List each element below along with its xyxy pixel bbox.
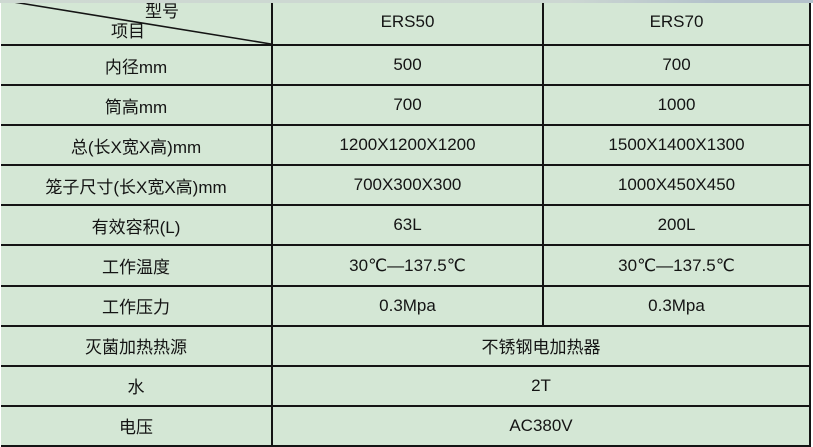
cell-ers50: 700 xyxy=(271,84,544,127)
table-row-cylinder-height: 筒高mm 700 1000 xyxy=(1,84,811,127)
row-label: 工作温度 xyxy=(1,244,273,287)
row-label: 灭菌加热热源 xyxy=(1,324,273,367)
cell-ers50: 0.3Mpa xyxy=(271,284,544,327)
table-row-heat-source: 灭菌加热热源 不锈钢电加热器 xyxy=(1,324,811,367)
row-label: 总(长X宽X高)mm xyxy=(1,124,273,167)
table-row-voltage: 电压 AC380V xyxy=(1,404,811,447)
column-header-ers70: ERS70 xyxy=(542,0,811,46)
table-row-overall-dimensions: 总(长X宽X高)mm 1200X1200X1200 1500X1400X1300 xyxy=(1,124,811,167)
table-row-inner-diameter: 内径mm 500 700 xyxy=(1,43,811,87)
cell-ers70: 200L xyxy=(542,204,811,247)
diagonal-line xyxy=(1,0,270,43)
table-row-cage-dimensions: 笼子尺寸(长X宽X高)mm 700X300X300 1000X450X450 xyxy=(1,164,811,207)
merged-value-cell: 2T xyxy=(271,364,811,407)
cell-ers70: 0.3Mpa xyxy=(542,284,811,327)
corner-header-cell: 型号 项目 xyxy=(1,0,273,46)
merged-value-cell: AC380V xyxy=(271,404,811,447)
table-row-effective-volume: 有效容积(L) 63L 200L xyxy=(1,204,811,247)
header-row: 型号 项目 ERS50 ERS70 xyxy=(1,0,811,46)
row-label: 工作压力 xyxy=(1,284,273,327)
cell-ers50: 1200X1200X1200 xyxy=(271,124,544,167)
column-header-ers50: ERS50 xyxy=(271,0,544,46)
table-row-working-pressure: 工作压力 0.3Mpa 0.3Mpa xyxy=(1,284,811,327)
corner-label-model: 型号 xyxy=(145,2,179,21)
cell-ers50: 700X300X300 xyxy=(271,164,544,207)
row-label: 水 xyxy=(1,364,273,407)
cell-ers70: 1500X1400X1300 xyxy=(542,124,811,167)
cell-ers70: 30℃—137.5℃ xyxy=(542,244,811,287)
table-row-working-temperature: 工作温度 30℃—137.5℃ 30℃—137.5℃ xyxy=(1,244,811,287)
cell-ers70: 700 xyxy=(542,43,811,87)
row-label: 内径mm xyxy=(1,43,273,87)
corner-label-item: 项目 xyxy=(111,22,145,41)
row-label: 电压 xyxy=(1,404,273,447)
cell-ers50: 63L xyxy=(271,204,544,247)
cell-ers70: 1000X450X450 xyxy=(542,164,811,207)
row-label: 笼子尺寸(长X宽X高)mm xyxy=(1,164,273,207)
row-label: 筒高mm xyxy=(1,84,273,127)
cell-ers50: 500 xyxy=(271,43,544,87)
cell-ers70: 1000 xyxy=(542,84,811,127)
row-label: 有效容积(L) xyxy=(1,204,273,247)
top-edge-strip xyxy=(0,0,813,3)
cell-ers50: 30℃—137.5℃ xyxy=(271,244,544,287)
merged-value-cell: 不锈钢电加热器 xyxy=(271,324,811,367)
table-row-water: 水 2T xyxy=(1,364,811,407)
